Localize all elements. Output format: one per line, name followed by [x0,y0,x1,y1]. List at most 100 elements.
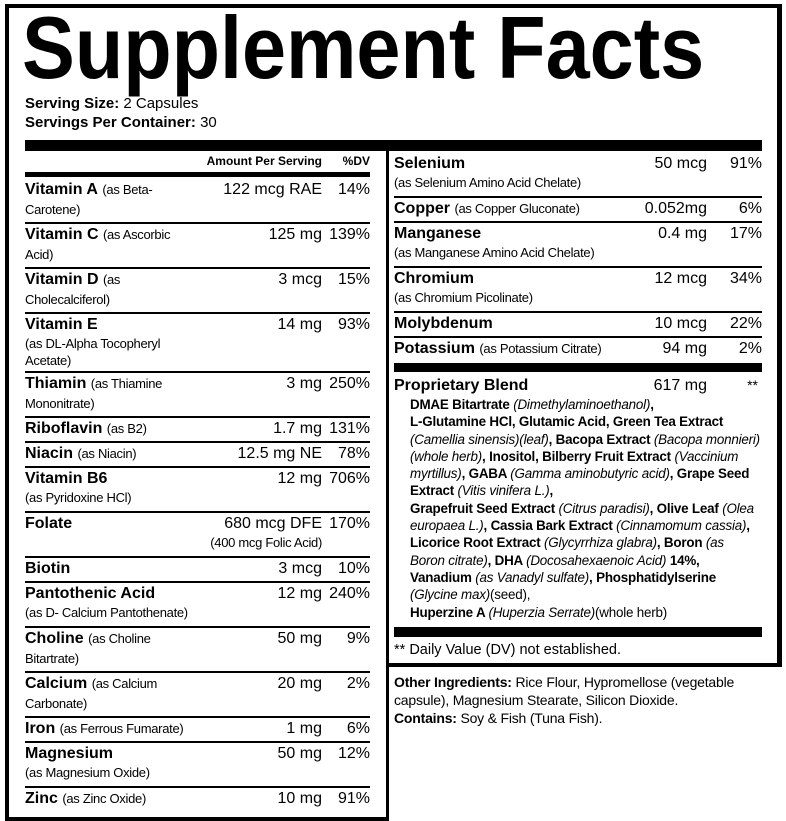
nutrient-name-text: Biotin [25,560,71,577]
nutrient-row: Calcium (as Calcium Carbonate) 20 mg 2% [25,673,370,718]
nutrient-amount: 1.7 mg [273,420,322,437]
nutrient-source: (as DL-Alpha Tocopheryl Acetate) [25,336,161,368]
nutrient-dv: 250% [329,375,370,392]
blend-ingredient-text: (whole herb) [595,604,668,620]
nutrient-amount-cell: 0.4 mg [615,224,707,244]
nutrient-name: Chromium (as Chromium Picolinate) [394,269,615,306]
nutrient-source: (as D- Calcium Pantothenate) [25,605,188,620]
nutrient-dv: 6% [346,720,370,737]
nutrient-source: (as Potassium Citrate) [479,341,602,356]
nutrient-dv: 22% [729,315,762,332]
nutrient-row: Molybdenum 10 mcg 22% [394,313,762,338]
blend-ingredient-text: (Huperzia Serrate) [488,604,595,620]
blend-ingredient-text: Grapefruit Seed Extract [410,500,559,516]
nutrient-name-text: Folate [25,515,73,532]
blend-name: Proprietary Blend [394,377,529,394]
nutrient-amount: 50 mg [277,630,322,647]
nutrient-name-text: Pantothenic Acid [25,585,156,602]
blend-ingredient-text: (Glycine max) [410,587,490,603]
blend-ingredient-text: (Olea europaea L.) [410,500,754,534]
nutrient-amount: 50 mcg [654,155,707,172]
blend-header: Proprietary Blend 617 mg ** [394,376,762,396]
nutrient-name: Folate [25,514,197,534]
nutrient-name: Vitamin E (as DL-Alpha Tocopheryl Acetate… [25,315,197,369]
blend-ingredient-text: (as Boron citrate) [410,535,724,568]
nutrient-name-text: Vitamin B6 [25,470,108,487]
blend-amount: 617 mg [653,377,707,394]
nutrient-name: Pantothenic Acid (as D- Calcium Pantothen… [25,584,197,621]
nutrient-dv: 12% [337,745,370,762]
nutrient-row: Manganese (as Manganese Amino Acid Chelat… [394,223,762,268]
nutrient-dv: 15% [337,271,370,288]
blend-ingredient-text: , Inositol, Bilberry Fruit Extract [482,448,675,464]
nutrient-source: (as Choline Bitartrate) [25,631,151,666]
nutrient-name-text: Vitamin D [25,271,99,288]
nutrient-row: Vitamin D (as Cholecalciferol) 3 mcg 15% [25,269,370,314]
nutrient-name-text: Calcium [25,675,88,692]
nutrient-name: Choline (as Choline Bitartrate) [25,629,197,669]
nutrient-name-text: Thiamin [25,375,87,392]
blend-ingredient-text: , Phosphatidylserine [589,569,717,585]
amount-per-serving-header: Amount Per Serving [206,154,322,168]
nutrient-source: (as Niacin) [77,446,137,461]
blend-ingredient-text: Huperzine A [410,604,489,620]
footnote-rule [394,626,762,637]
servings-per-container: Servings Per Container: 30 [25,114,217,132]
nutrient-name-text: Selenium [394,155,466,172]
nutrient-dv: 170% [329,515,370,532]
nutrient-source: (as Beta-Carotene) [25,182,153,217]
nutrient-dv: 78% [337,445,370,462]
nutrient-name: Niacin (as Niacin) [25,444,197,464]
nutrient-name-text: Potassium [394,340,475,357]
nutrient-name: Vitamin C (as Ascorbic Acid) [25,225,197,265]
nutrient-amount: 10 mcg [654,315,707,332]
blend-ingredient-text: DMAE Bitartrate [410,397,514,412]
nutrient-source: (as Copper Gluconate) [454,201,580,216]
nutrient-amount-cell: 12 mg [197,584,322,604]
nutrient-name: Potassium (as Potassium Citrate) [394,339,615,359]
nutrient-dv: 91% [729,155,762,172]
nutrient-row: Choline (as Choline Bitartrate) 50 mg 9% [25,628,370,673]
nutrient-row: Niacin (as Niacin) 12.5 mg NE 78% [25,443,370,468]
proprietary-blend: Proprietary Blend 617 mg ** DMAE Bitartr… [394,376,762,621]
nutrient-name: Zinc (as Zinc Oxide) [25,789,197,809]
serving-size-label: Serving Size: [25,95,120,112]
other-ingredients-value: Rice Flour, Hypromellose (vegetable caps… [394,674,735,708]
nutrient-name-text: Molybdenum [394,315,493,332]
nutrient-amount: 14 mg [277,316,322,333]
nutrient-amount: 12 mg [277,585,322,602]
nutrient-source: (as Selenium Amino Acid Chelate) [394,175,581,190]
nutrient-amount: 122 mcg RAE [223,181,322,198]
nutrient-source: (as Calcium Carbonate) [25,676,158,711]
nutrient-row: Magnesium (as Magnesium Oxide) 50 mg 12% [25,743,370,788]
nutrient-name: Magnesium (as Magnesium Oxide) [25,744,197,781]
nutrient-amount-cell: 3 mcg [197,559,322,579]
nutrient-amount: 680 mcg DFE [224,515,322,532]
nutrient-row: Chromium (as Chromium Picolinate) 12 mcg 34… [394,268,762,313]
nutrient-dv: 139% [329,226,370,243]
nutrient-source: (as Ferrous Fumarate) [59,721,184,736]
nutrient-row: Vitamin E (as DL-Alpha Tocopheryl Acetate… [25,314,370,373]
blend-ingredients: DMAE Bitartrate (Dimethylaminoethanol), L… [410,396,762,621]
nutrient-amount-cell: 125 mg [197,225,322,245]
nutrient-amount: 1 mg [286,720,322,737]
nutrient-row: Vitamin C (as Ascorbic Acid) 125 mg 139% [25,224,370,269]
top-rule [25,140,762,151]
blend-ingredient-text: 14%, Vanadium [410,552,700,585]
blend-ingredient-text: , Boron [656,535,706,551]
nutrient-row: Folate 680 mcg DFE (400 mcg Folic Acid) 170… [25,513,370,558]
blend-ingredient-text: (as Vanadyl sulfate) [475,569,590,585]
blend-ingredient-text: (Cinnamomum cassia) [616,518,747,534]
nutrient-source: (as Manganese Amino Acid Chelate) [394,245,595,260]
nutrient-amount-cell: 14 mg [197,315,322,335]
blend-ingredient-text: , Licorice Root Extract [410,518,750,551]
border-left [5,4,9,151]
blend-ingredient-text: (Gamma aminobutyric acid) [510,466,670,482]
nutrient-amount: 50 mg [277,745,322,762]
blend-ingredient-text: (seed), [490,587,531,603]
other-ingredients-label: Other Ingredients: [394,674,512,690]
nutrient-dv: 14% [337,181,370,198]
nutrient-row: Vitamin B6 (as Pyridoxine HCl) 12 mg 706% [25,468,370,513]
nutrient-row: Selenium (as Selenium Amino Acid Chelate)… [394,153,762,198]
nutrient-name: Vitamin B6 (as Pyridoxine HCl) [25,469,197,506]
